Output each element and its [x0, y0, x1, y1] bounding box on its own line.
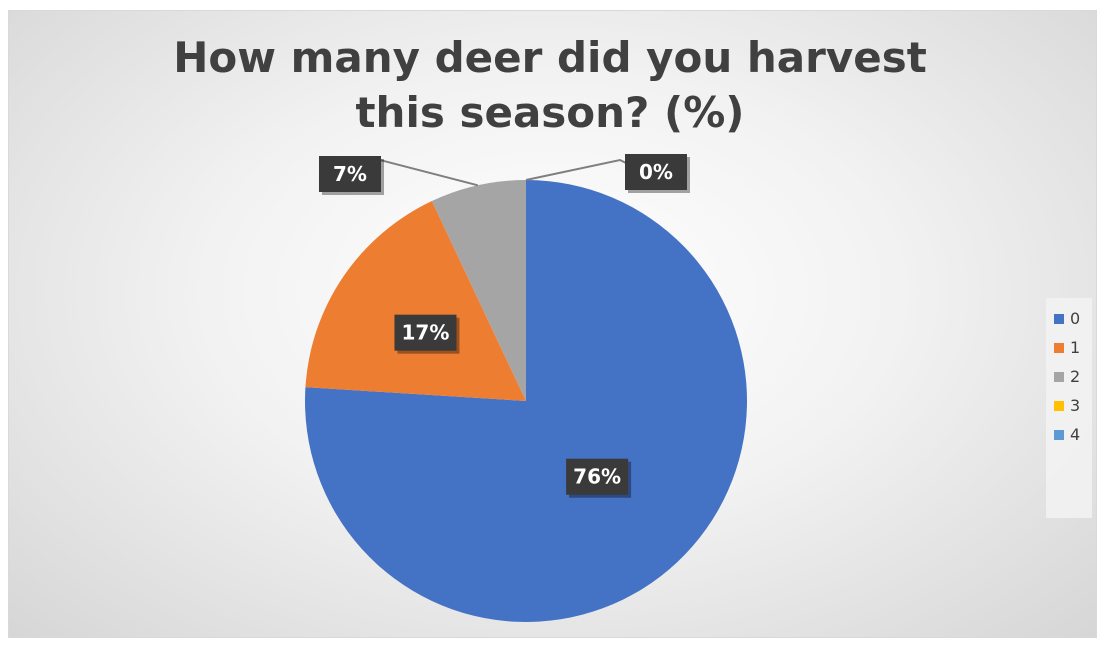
- legend-item-0: 0: [1046, 304, 1092, 333]
- svg-text:76%: 76%: [573, 465, 621, 489]
- svg-text:7%: 7%: [333, 162, 367, 186]
- legend-label: 2: [1070, 367, 1081, 386]
- legend-swatch: [1054, 342, 1064, 353]
- legend-item-2: 2: [1046, 362, 1092, 391]
- legend-swatch: [1054, 400, 1064, 411]
- legend-label: 3: [1070, 396, 1081, 415]
- legend-swatch: [1054, 313, 1064, 324]
- svg-text:17%: 17%: [402, 321, 450, 345]
- legend-item-4: 4: [1046, 420, 1092, 449]
- legend-label: 0: [1070, 309, 1081, 328]
- legend-swatch: [1054, 429, 1064, 440]
- legend-swatch: [1054, 371, 1064, 382]
- chart-title: How many deer did you harvest this seaso…: [173, 33, 927, 137]
- pie-slice-1: [305, 201, 526, 401]
- svg-text:0%: 0%: [639, 160, 673, 184]
- data-label-3: 0%: [625, 154, 690, 193]
- data-label-0: 76%: [566, 458, 632, 498]
- data-label-2: 7%: [319, 156, 384, 195]
- legend-label: 1: [1070, 338, 1081, 357]
- legend-item-3: 3: [1046, 391, 1092, 420]
- data-label-1: 17%: [394, 314, 460, 354]
- legend-label: 4: [1070, 425, 1081, 444]
- pie-slice-2: [431, 180, 526, 401]
- leader-line-2: [377, 158, 479, 187]
- chart-legend: 0 1 2 3 4: [1046, 298, 1092, 518]
- leader-line-3: [525, 158, 629, 181]
- legend-item-1: 1: [1046, 333, 1092, 362]
